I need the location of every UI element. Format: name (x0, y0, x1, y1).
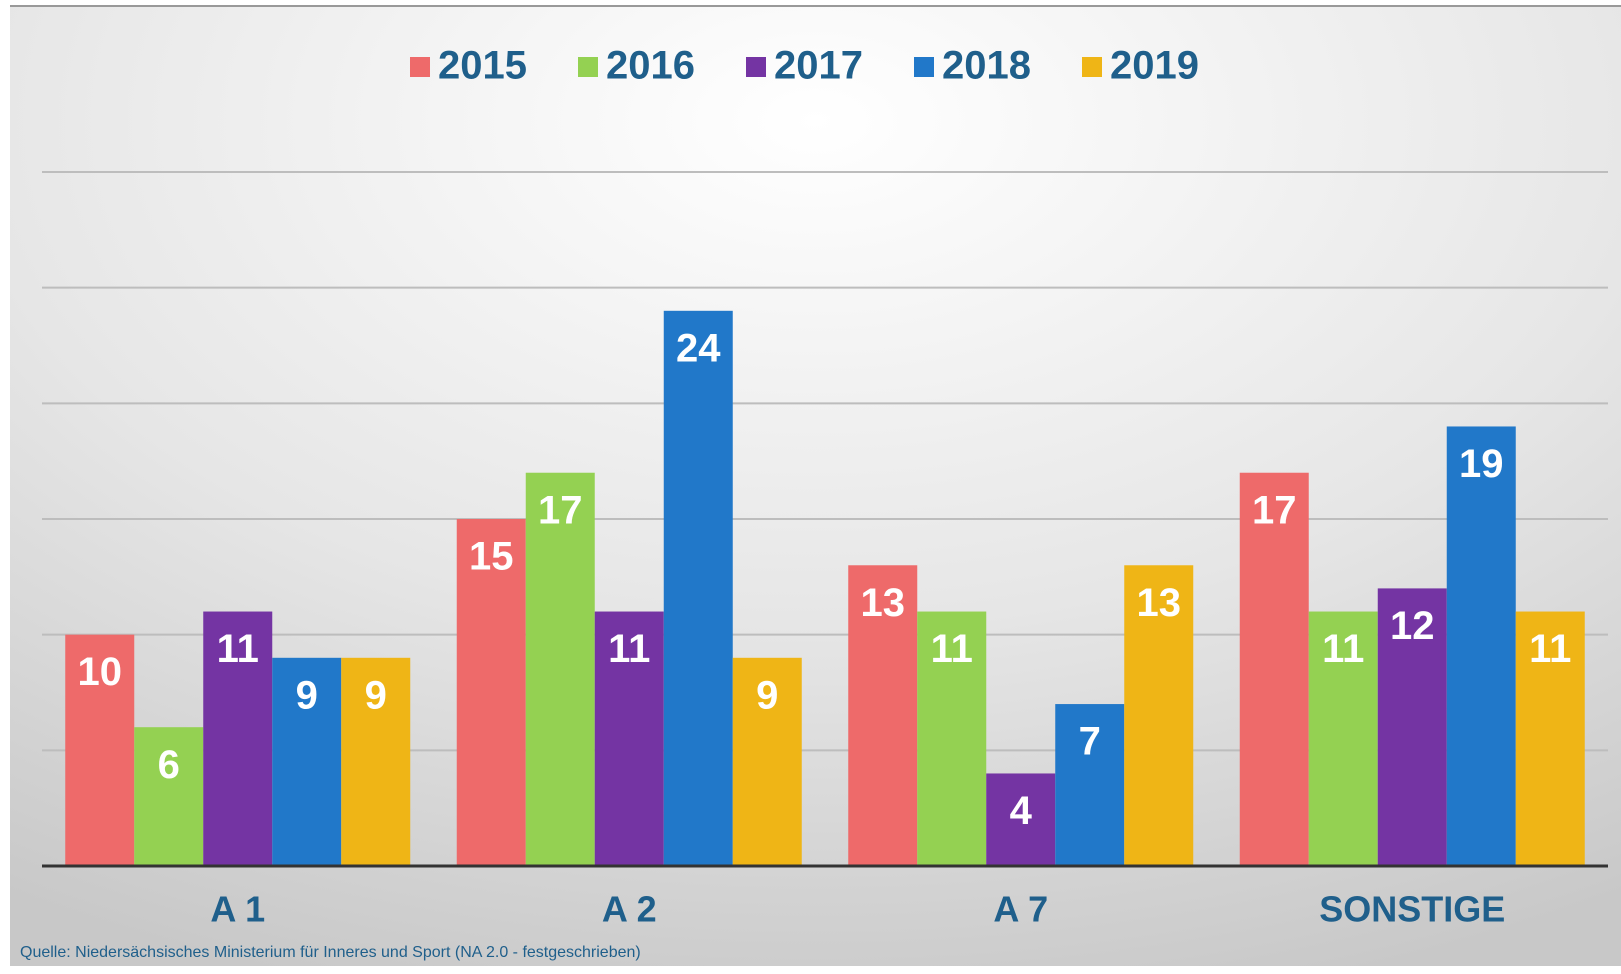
bar (1308, 611, 1378, 866)
data-label: 17 (1252, 488, 1297, 532)
legend-label: 2015 (438, 44, 527, 88)
legend-label: 2016 (606, 44, 695, 88)
bar (341, 657, 411, 866)
data-label: 11 (931, 627, 973, 671)
data-label: 9 (756, 673, 778, 717)
bar (65, 634, 135, 866)
data-label: 10 (78, 650, 123, 694)
legend-label: 2017 (774, 44, 863, 88)
bar (1446, 426, 1516, 866)
bar (525, 472, 595, 866)
data-label: 11 (1529, 627, 1571, 671)
data-label: 15 (469, 535, 514, 579)
bar (1055, 704, 1125, 866)
data-label: 4 (1010, 789, 1033, 833)
bar (1239, 472, 1309, 866)
bar (917, 611, 987, 866)
data-label: 11 (608, 627, 650, 671)
legend-swatch (746, 57, 766, 77)
x-tick-label: A 1 (210, 889, 265, 930)
data-label: 13 (861, 581, 906, 625)
legend-swatch (914, 57, 934, 77)
legend-swatch (1082, 57, 1102, 77)
bar (272, 657, 342, 866)
bar (594, 611, 664, 866)
bar (456, 519, 526, 866)
bar (134, 727, 204, 866)
bar (986, 773, 1056, 866)
bar (203, 611, 273, 866)
source-note: Quelle: Niedersächsisches Ministerium fü… (20, 944, 641, 961)
bar (1377, 588, 1447, 866)
bar (1124, 565, 1194, 866)
bar (663, 310, 733, 866)
data-label: 13 (1137, 581, 1182, 625)
legend-label: 2019 (1110, 44, 1199, 88)
data-label: 24 (676, 326, 721, 370)
data-label: 7 (1079, 720, 1101, 764)
legend-swatch (578, 57, 598, 77)
data-label: 19 (1459, 442, 1504, 486)
data-label: 6 (158, 743, 180, 787)
data-label: 9 (296, 673, 318, 717)
legend-label: 2018 (942, 44, 1031, 88)
x-tick-label: A 2 (602, 889, 657, 930)
x-tick-label: A 7 (993, 889, 1048, 930)
bar (848, 565, 918, 866)
legend-swatch (410, 57, 430, 77)
data-label: 11 (217, 627, 259, 671)
x-tick-label: SONSTIGE (1319, 889, 1505, 930)
bar (1515, 611, 1585, 866)
data-label: 17 (538, 488, 583, 532)
data-label: 11 (1322, 627, 1364, 671)
data-label: 9 (365, 673, 387, 717)
bar (732, 657, 802, 866)
data-label: 12 (1390, 604, 1435, 648)
